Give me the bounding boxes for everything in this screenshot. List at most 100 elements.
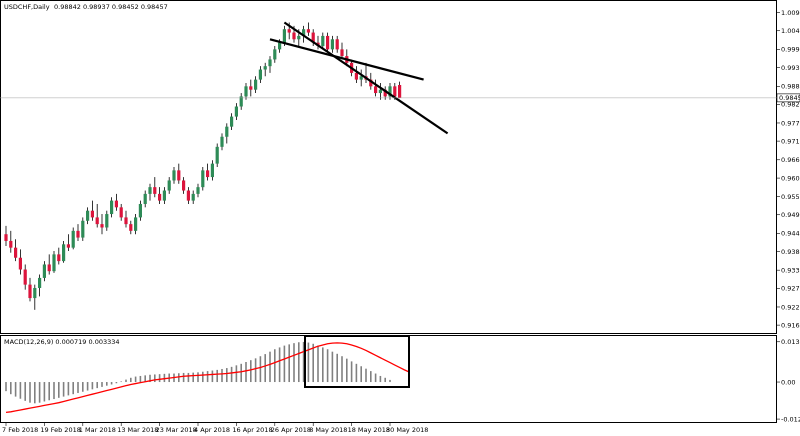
macd-pane-frame — [0, 335, 777, 423]
candle-body — [225, 126, 229, 137]
candle — [4, 225, 8, 246]
candle-body — [302, 29, 306, 36]
candle-body — [378, 89, 382, 94]
candle — [254, 76, 258, 94]
candle-body — [258, 69, 262, 80]
candle — [234, 103, 238, 120]
candle-body — [374, 86, 378, 94]
macd-signal-line — [5, 342, 410, 414]
candle-body — [172, 170, 176, 181]
price-tick-label: 0.93330 — [781, 266, 800, 274]
candle — [378, 82, 382, 100]
time-tick-label: 13 Mar 2018 — [117, 426, 158, 434]
candle-body — [76, 230, 80, 238]
candle — [374, 79, 378, 97]
candle — [330, 35, 334, 53]
candle-body — [57, 254, 61, 262]
candle — [196, 183, 200, 198]
candle — [66, 234, 70, 252]
candle — [172, 167, 176, 184]
candle-body — [359, 76, 363, 80]
channel-line — [283, 21, 449, 135]
candle-body — [282, 29, 286, 43]
price-pane: USDCHF,Daily 0.98842 0.98937 0.98452 0.9… — [0, 0, 777, 334]
candle — [119, 203, 123, 221]
price-tick-label: 1.00995 — [781, 9, 800, 17]
candle — [153, 177, 157, 198]
candle-body — [9, 240, 13, 248]
candle — [138, 200, 142, 221]
price-tick-label: 0.97170 — [781, 137, 800, 145]
price-tick-label: 0.91695 — [781, 321, 800, 329]
candle — [306, 22, 310, 36]
candles-layer — [4, 22, 402, 310]
candle-body — [254, 79, 258, 90]
time-tick-label: 26 Apr 2018 — [271, 426, 311, 434]
price-tick-label: 0.92790 — [781, 285, 800, 293]
candle — [18, 249, 22, 275]
candle — [244, 82, 248, 100]
candle-body — [220, 136, 224, 147]
candle-body — [47, 264, 51, 272]
candle — [47, 254, 51, 275]
macd-axis: 0.013261 0.00 -0.012197 — [777, 338, 800, 423]
candle — [114, 193, 118, 211]
candle-body — [158, 193, 162, 201]
candle — [383, 86, 387, 100]
candle-body — [138, 203, 142, 218]
candle — [273, 46, 277, 63]
candle — [191, 190, 195, 204]
candle — [33, 284, 37, 310]
candle-body — [191, 193, 195, 201]
candle-body — [196, 187, 200, 194]
candle-body — [292, 32, 296, 40]
candle — [215, 143, 219, 167]
candle-body — [383, 89, 387, 97]
current-price-label: 0.98457 — [779, 94, 800, 102]
time-tick-label: 30 May 2018 — [386, 426, 428, 434]
candle — [354, 66, 358, 83]
time-tick-label: 1 Mar 2018 — [79, 426, 116, 434]
candle-body — [95, 217, 99, 225]
time-tick-label: 16 Apr 2018 — [232, 426, 272, 434]
candle-body — [335, 39, 339, 50]
candle — [148, 183, 152, 201]
channel-line — [269, 38, 424, 81]
candle — [90, 200, 94, 221]
candle-body — [71, 230, 75, 248]
candle-body — [215, 146, 219, 164]
candle-body — [268, 59, 272, 67]
candle-body — [369, 79, 373, 87]
candle — [263, 62, 267, 77]
candle — [143, 190, 147, 208]
candle — [177, 163, 181, 184]
candle — [162, 187, 166, 204]
candle-body — [33, 287, 37, 299]
candle — [86, 207, 90, 225]
candle-body — [177, 170, 181, 181]
candle — [210, 160, 214, 181]
chart-header-symbol: USDCHF,Daily — [4, 3, 50, 11]
candle-body — [306, 29, 310, 33]
candle — [38, 274, 42, 297]
price-tick-label: 0.96070 — [781, 174, 800, 182]
macd-highlight-box — [304, 335, 410, 388]
candle-body — [263, 66, 267, 70]
candle-body — [182, 180, 186, 191]
candle-body — [62, 244, 66, 262]
candle-body — [244, 86, 248, 97]
candle — [326, 32, 330, 53]
price-tick-label: 0.98800 — [781, 83, 800, 91]
candle — [134, 214, 138, 235]
price-tick-label: 0.99360 — [781, 64, 800, 72]
candle — [340, 42, 344, 60]
candle — [239, 93, 243, 110]
price-tick-label: 0.94980 — [781, 211, 800, 219]
time-tick-label: 18 May 2018 — [348, 426, 390, 434]
macd-tick-label: 0.013261 — [781, 338, 800, 346]
candle-body — [28, 284, 32, 299]
candle — [62, 240, 66, 263]
candle-body — [210, 163, 214, 178]
time-tick-label: 4 Apr 2018 — [194, 426, 230, 434]
